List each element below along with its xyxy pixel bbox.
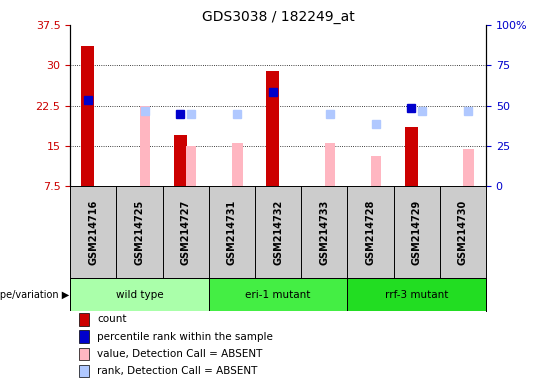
Title: GDS3038 / 182249_at: GDS3038 / 182249_at — [202, 10, 354, 24]
Text: eri-1 mutant: eri-1 mutant — [245, 290, 311, 300]
Bar — [463, 149, 474, 186]
Text: GSM214730: GSM214730 — [458, 200, 468, 265]
Text: GSM214732: GSM214732 — [273, 200, 283, 265]
Bar — [70, 278, 209, 311]
Bar — [404, 127, 417, 186]
Text: GSM214716: GSM214716 — [89, 200, 98, 265]
Text: GSM214725: GSM214725 — [134, 200, 145, 265]
Bar — [266, 71, 279, 186]
Bar — [78, 365, 89, 377]
Text: GSM214727: GSM214727 — [181, 200, 191, 265]
Text: count: count — [97, 314, 127, 324]
Bar — [186, 146, 197, 186]
Text: wild type: wild type — [116, 290, 163, 300]
Text: rank, Detection Call = ABSENT: rank, Detection Call = ABSENT — [97, 366, 258, 376]
Text: value, Detection Call = ABSENT: value, Detection Call = ABSENT — [97, 349, 262, 359]
Text: percentile rank within the sample: percentile rank within the sample — [97, 332, 273, 342]
Bar — [347, 278, 486, 311]
Bar — [78, 313, 89, 326]
Bar — [140, 106, 150, 186]
Text: GSM214729: GSM214729 — [411, 200, 422, 265]
Text: GSM214728: GSM214728 — [366, 200, 375, 265]
Bar — [174, 135, 187, 186]
Bar — [232, 143, 242, 186]
Bar — [78, 348, 89, 360]
Text: genotype/variation ▶: genotype/variation ▶ — [0, 290, 69, 300]
Text: rrf-3 mutant: rrf-3 mutant — [385, 290, 448, 300]
Text: GSM214733: GSM214733 — [319, 200, 329, 265]
Bar — [209, 278, 347, 311]
Bar — [82, 46, 94, 186]
Bar — [325, 143, 335, 186]
Bar — [371, 156, 381, 186]
Bar — [78, 330, 89, 343]
Text: GSM214731: GSM214731 — [227, 200, 237, 265]
